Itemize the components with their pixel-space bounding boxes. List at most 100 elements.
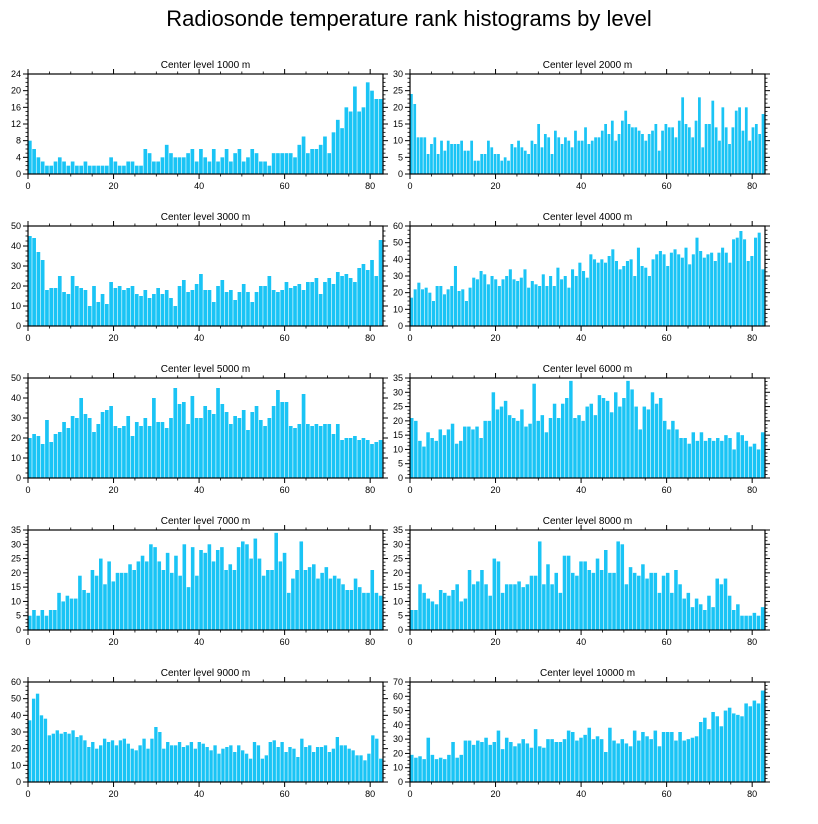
histogram-bar — [249, 558, 253, 630]
histogram-bar — [63, 732, 67, 782]
y-tick-label: 0 — [398, 625, 403, 635]
histogram-bar — [264, 755, 269, 782]
histogram-bar — [741, 130, 745, 174]
histogram-bar — [537, 541, 542, 630]
histogram-bar — [634, 127, 638, 174]
histogram-bar — [28, 615, 32, 630]
histogram-bar — [87, 306, 92, 326]
histogram-bar — [758, 134, 762, 174]
histogram-bar — [343, 745, 347, 782]
histogram-bar — [110, 740, 115, 782]
histogram-bar — [237, 292, 242, 326]
histogram-bar — [193, 748, 198, 782]
histogram-bar — [603, 262, 608, 326]
histogram-bar — [707, 438, 712, 478]
histogram-bar — [698, 604, 703, 630]
histogram-bar — [114, 745, 119, 782]
histogram-bar — [126, 161, 131, 174]
y-tick-label: 50 — [11, 373, 21, 383]
histogram-bar — [649, 572, 653, 630]
histogram-bar — [460, 140, 463, 174]
histogram-bar — [575, 740, 579, 782]
histogram-bar — [694, 120, 698, 174]
histogram-bar — [418, 756, 422, 782]
histogram-bar — [134, 422, 139, 478]
histogram-bar — [365, 270, 370, 326]
x-tick-label: 80 — [747, 333, 757, 343]
histogram-bar — [100, 165, 105, 174]
histogram-bar — [292, 748, 296, 782]
panel-title: Center level 9000 m — [161, 668, 251, 679]
y-tick-label: 20 — [393, 748, 403, 758]
histogram-bar — [271, 290, 276, 326]
histogram-bar — [220, 157, 225, 174]
histogram-bar — [560, 144, 564, 174]
histogram-bar — [435, 286, 439, 326]
x-tick-label: 20 — [109, 485, 119, 495]
histogram-bar — [450, 286, 454, 326]
panel-center-level-1000: Center level 1000 m 0 4 8 12 16 20 24 0 20 40 60 80 — [11, 46, 420, 191]
histogram-bar — [378, 440, 383, 478]
histogram-bar — [115, 572, 120, 630]
y-tick-label: 50 — [11, 694, 21, 704]
histogram-bar — [612, 740, 616, 782]
histogram-bar — [446, 289, 450, 326]
histogram-bar — [341, 584, 345, 630]
panel-center-level-4000: Center level 4000 m 0 10 20 30 40 50 60 0 20 40 60 8… — [393, 198, 802, 343]
histogram-bar — [83, 161, 88, 174]
histogram-3000: Center level 3000 m 0 10 20 30 40 50 0 20 40 60 80 — [11, 212, 388, 343]
histogram-bar — [57, 276, 62, 326]
histogram-bar — [736, 432, 740, 478]
histogram-bar — [299, 541, 304, 630]
figure-title: Radiosonde temperature rank histograms b… — [166, 6, 652, 31]
histogram-bar — [669, 252, 673, 326]
histogram-bar — [740, 716, 744, 782]
histogram-bar — [199, 149, 203, 174]
histogram-bar — [75, 418, 79, 478]
histogram-bar — [328, 578, 333, 630]
histogram-bar — [79, 398, 84, 478]
y-tick-label: 15 — [393, 119, 403, 129]
histogram-bar — [562, 555, 567, 630]
histogram-bar — [567, 140, 571, 174]
histogram-bar — [318, 426, 323, 478]
histogram-bar — [604, 752, 608, 782]
histogram-bar — [152, 161, 156, 174]
histogram-bar — [641, 134, 644, 174]
histogram-bar — [455, 584, 459, 630]
histogram-bar — [216, 286, 220, 326]
histogram-bar — [254, 406, 259, 478]
x-tick-label: 20 — [109, 181, 119, 191]
histogram-bar — [284, 752, 288, 782]
histogram-bar — [430, 438, 434, 478]
histogram-bar — [270, 570, 274, 630]
histogram-bar — [323, 745, 328, 782]
histogram-bar — [483, 420, 487, 478]
histogram-bar — [53, 610, 57, 630]
histogram-bar — [254, 153, 259, 174]
y-tick-label: 50 — [393, 706, 403, 716]
histogram-bar — [748, 615, 753, 630]
histogram-bar — [241, 541, 245, 630]
histogram-bar — [351, 750, 355, 782]
histogram-bar — [301, 290, 306, 326]
histogram-bar — [638, 429, 642, 478]
y-tick-label: 10 — [393, 444, 403, 454]
histogram-bar — [546, 564, 550, 630]
histogram-bar — [44, 615, 49, 630]
histogram-bar — [653, 730, 658, 782]
histogram-bar — [533, 144, 537, 174]
histogram-bar — [461, 289, 465, 326]
x-tick-label: 60 — [662, 333, 672, 343]
histogram-bar — [190, 149, 195, 174]
histogram-bar — [340, 440, 344, 478]
histogram-bar — [297, 284, 302, 326]
y-tick-label: 25 — [393, 554, 403, 564]
histogram-bar — [339, 745, 343, 782]
histogram-bar — [523, 150, 527, 174]
histogram-bar — [617, 134, 621, 174]
y-tick-label: 35 — [393, 373, 403, 383]
histogram-bar — [307, 567, 312, 630]
histogram-bar — [507, 415, 512, 478]
histogram-bar — [530, 281, 534, 326]
